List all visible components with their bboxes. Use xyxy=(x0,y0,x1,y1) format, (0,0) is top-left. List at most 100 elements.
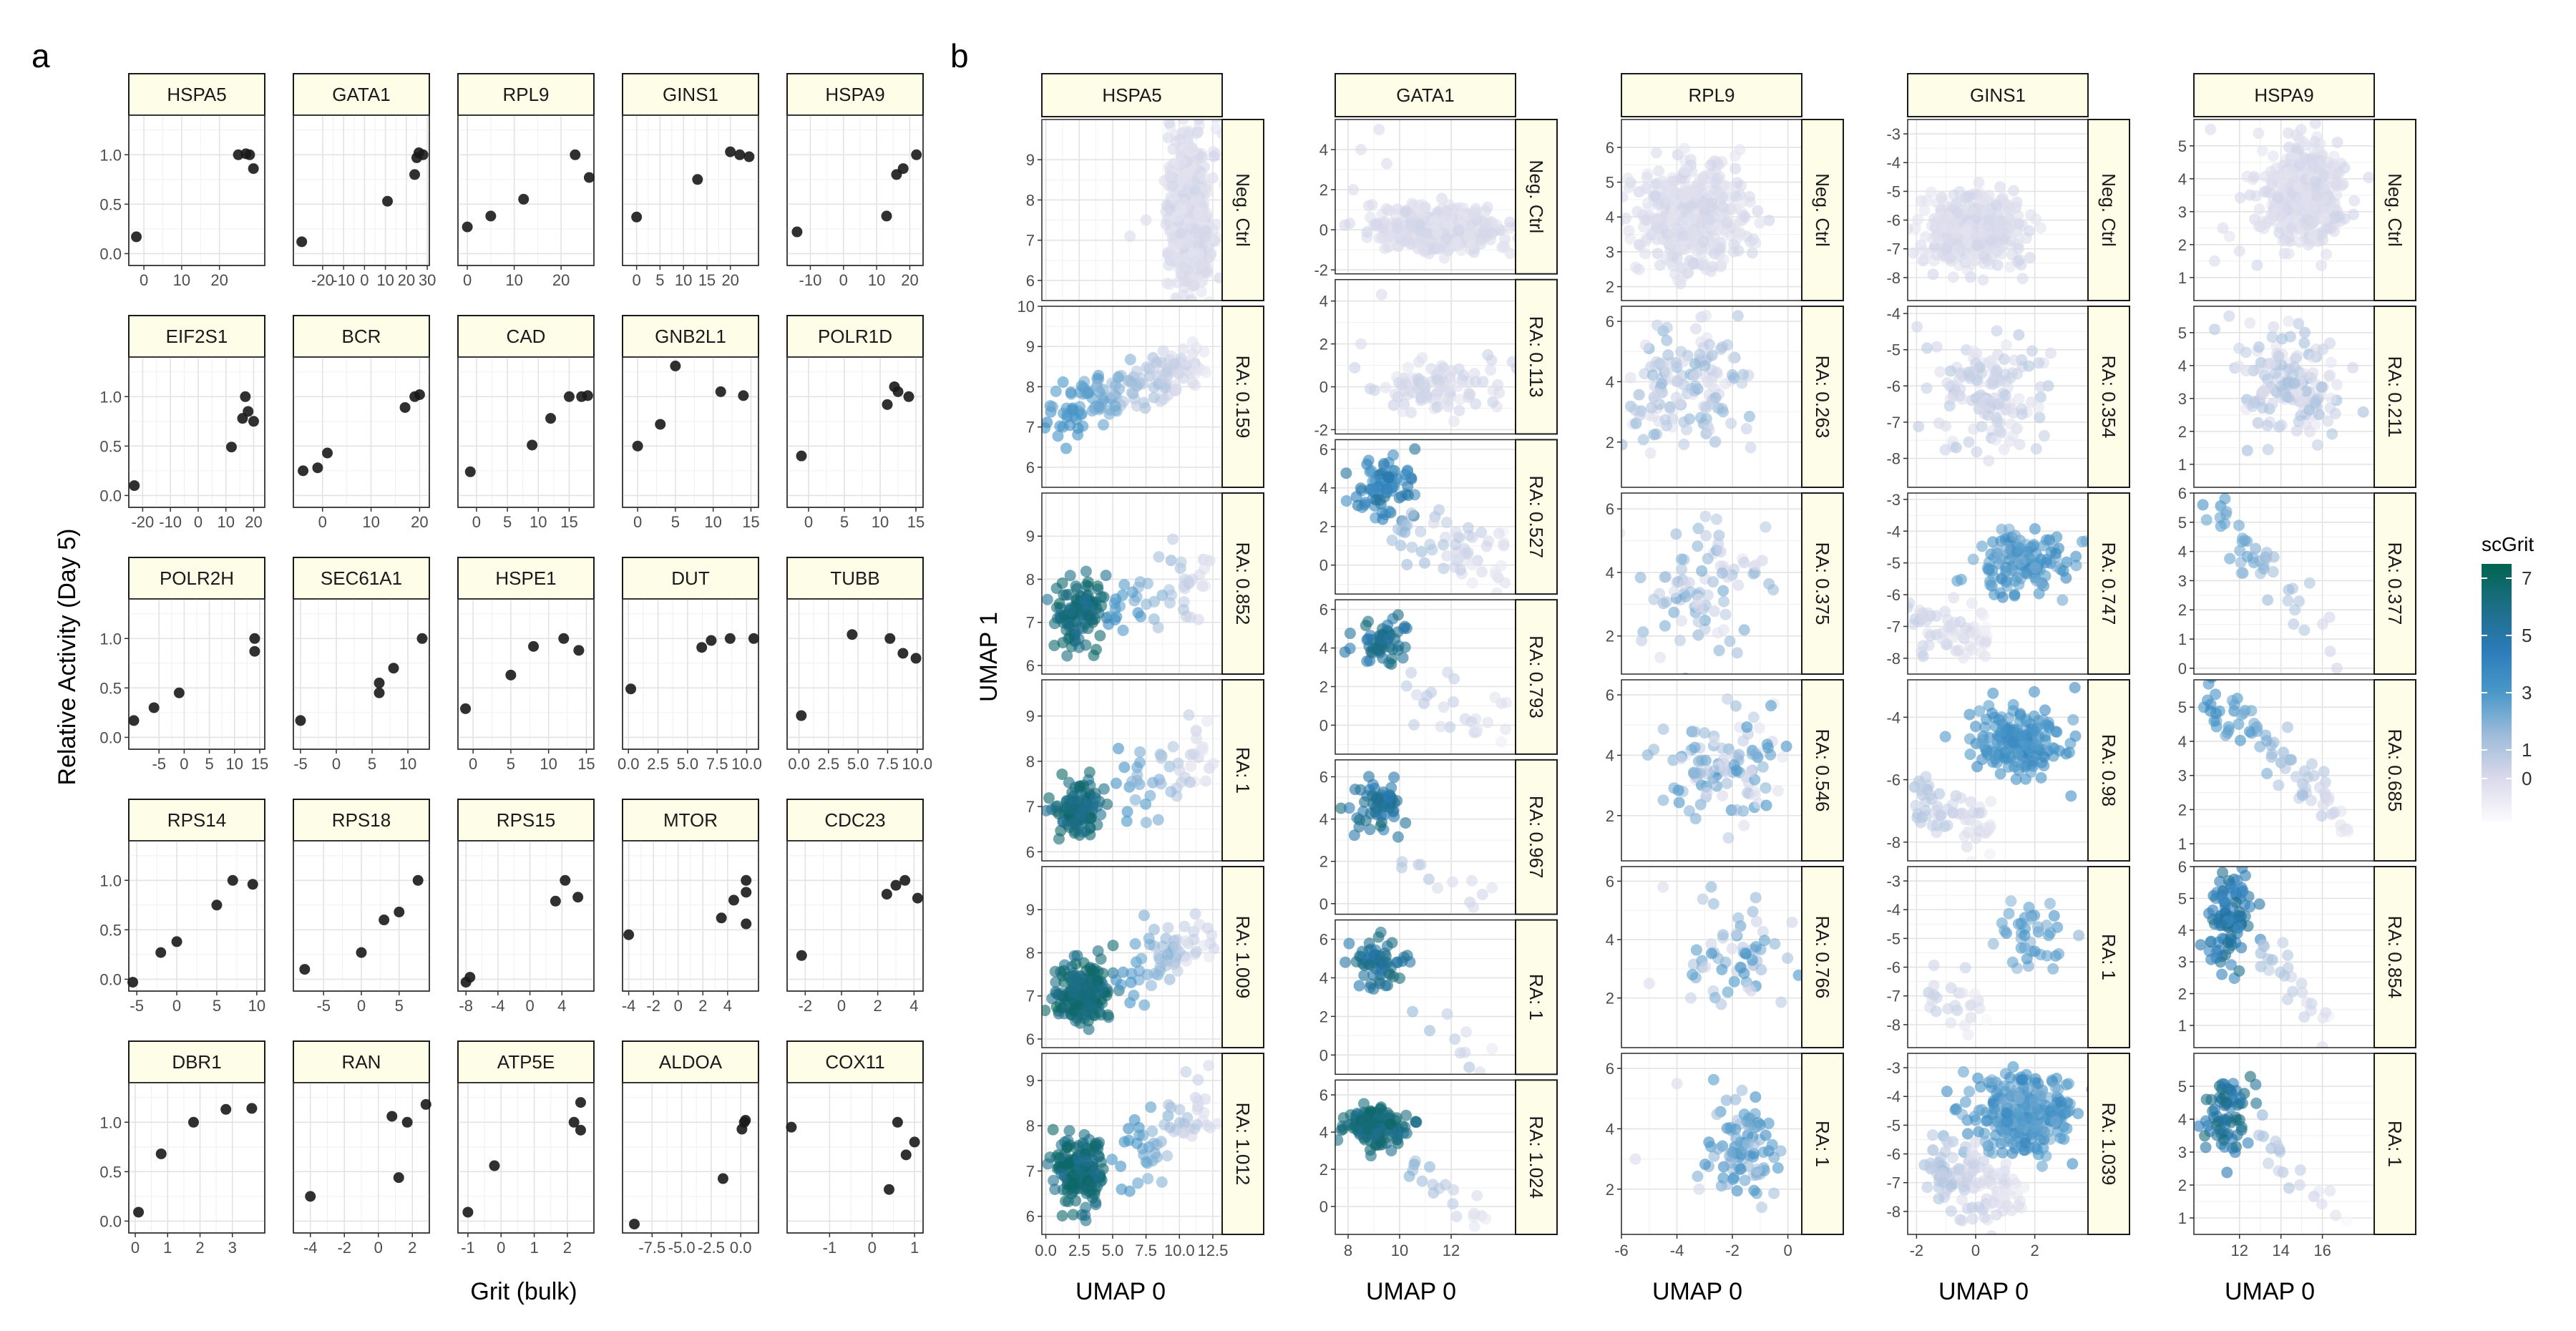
data-point-hspa9 xyxy=(897,163,909,175)
data-point-cad xyxy=(545,413,557,424)
cell-point xyxy=(1170,293,1182,301)
cell-point xyxy=(1067,404,1079,416)
cell-point xyxy=(1175,556,1187,568)
x-tick-label: 4 xyxy=(909,997,918,1015)
data-point-hspe1 xyxy=(573,645,585,656)
cell-point xyxy=(1200,182,1212,195)
data-point-eif2s1 xyxy=(240,391,251,402)
cell-point xyxy=(1058,976,1070,988)
data-point-gata1 xyxy=(409,169,421,180)
cell-point xyxy=(1350,955,1362,967)
cell-point xyxy=(1724,1157,1737,1169)
cell-point xyxy=(1697,213,1709,225)
x-tick-label: -4 xyxy=(303,1239,318,1257)
cell-point xyxy=(1357,1098,1370,1110)
cell-point xyxy=(1710,366,1722,378)
cell-point xyxy=(1699,961,1712,973)
cell-point xyxy=(1140,816,1152,829)
cell-point xyxy=(1211,232,1222,244)
cell-point xyxy=(1403,1170,1415,1182)
data-point-sec61a1 xyxy=(416,633,428,644)
x-tick-label: 20 xyxy=(552,271,570,289)
x-tick-label: 5 xyxy=(395,997,404,1015)
cell-point xyxy=(1389,388,1401,400)
facet-rps15: RPS15 -8 -4 0 4 xyxy=(457,799,595,1015)
cell-point xyxy=(1699,360,1711,372)
cell-point xyxy=(1192,207,1204,219)
cell-point xyxy=(1678,438,1690,450)
cell-point xyxy=(1361,655,1373,667)
data-point-sec61a1 xyxy=(374,677,385,688)
cell-point xyxy=(1382,230,1395,242)
cell-point xyxy=(1504,216,1516,228)
y-tick-label: 2 xyxy=(1319,1008,1328,1025)
cell-point xyxy=(1066,1187,1078,1199)
x-tick-label: 0 xyxy=(131,1239,140,1257)
cell-point xyxy=(1760,782,1772,794)
cell-point xyxy=(1717,624,1729,636)
cell-point xyxy=(1671,252,1683,264)
cell-point xyxy=(1415,206,1427,218)
y-tick-label: 9 xyxy=(1026,527,1035,545)
row-strip-label: Neg. Ctrl xyxy=(1232,173,1254,247)
panel-b-x-axis-title-rpl9: UMAP 0 xyxy=(1652,1278,1742,1305)
cell-point xyxy=(1375,630,1387,642)
y-tick-label: 8 xyxy=(1026,191,1035,209)
cell-point xyxy=(1730,764,1742,776)
data-point-cox11 xyxy=(909,1136,920,1148)
cell-point xyxy=(1418,557,1430,569)
cell-point xyxy=(1201,922,1214,934)
cell-point xyxy=(1049,1184,1061,1196)
cell-point xyxy=(1477,376,1489,388)
data-point-rpl9 xyxy=(462,221,473,233)
cell-point xyxy=(1374,1103,1386,1116)
row-strip-label: RA: 1.009 xyxy=(1232,916,1254,999)
cell-point xyxy=(1392,956,1404,968)
cell-point xyxy=(1706,349,1718,361)
panel-cdc23 xyxy=(786,840,924,992)
cell-point xyxy=(1121,806,1133,818)
cell-point xyxy=(1136,952,1148,965)
umap-panel-rpl9-neg-ctrl: 2 3 4 5 6 Neg. Ctrl xyxy=(1606,119,1844,301)
panel-rps15 xyxy=(457,840,595,992)
data-point-rps14 xyxy=(127,977,139,988)
cell-point xyxy=(1750,1091,1762,1103)
x-tick-label: 5 xyxy=(507,755,515,773)
strip-polr2h xyxy=(128,557,265,600)
cell-point xyxy=(1453,224,1465,236)
facet-cad: CAD 0 5 10 15 xyxy=(457,315,595,531)
cell-point xyxy=(1348,829,1360,842)
x-tick-label: 10 xyxy=(540,755,557,773)
x-tick-label: -20 xyxy=(311,271,334,289)
cell-point xyxy=(1211,218,1222,230)
cell-point xyxy=(1753,722,1765,734)
cell-point xyxy=(1743,411,1755,423)
cell-point xyxy=(1410,689,1423,701)
cell-point xyxy=(1462,522,1474,534)
cell-point xyxy=(1370,484,1382,496)
y-tick-label: 6 xyxy=(1606,139,1614,157)
cell-point xyxy=(1709,436,1722,448)
cell-point xyxy=(1092,580,1104,593)
cell-point xyxy=(1063,776,1075,789)
cell-point xyxy=(1082,609,1094,621)
cell-point xyxy=(1679,142,1691,155)
cell-point xyxy=(1084,1178,1096,1190)
cell-point xyxy=(1335,1134,1344,1146)
cell-point xyxy=(1704,398,1717,410)
cell-point xyxy=(1153,551,1165,563)
row-strip-label: RA: 1 xyxy=(1526,974,1547,1020)
cell-point xyxy=(1661,366,1673,379)
cell-point xyxy=(1731,1185,1743,1197)
data-point-mtor xyxy=(623,929,635,940)
y-tick-label: 9 xyxy=(1026,708,1035,726)
x-tick-label: 20 xyxy=(411,513,428,531)
x-tick-label: 5 xyxy=(840,513,849,531)
y-tick-label: 0 xyxy=(1319,1046,1328,1064)
panel-border xyxy=(293,840,430,992)
cell-point xyxy=(1465,874,1478,887)
cell-point xyxy=(1362,200,1375,212)
y-tick-label: -6 xyxy=(1886,212,1901,230)
cell-point xyxy=(1400,816,1412,829)
cell-point xyxy=(1495,736,1507,748)
